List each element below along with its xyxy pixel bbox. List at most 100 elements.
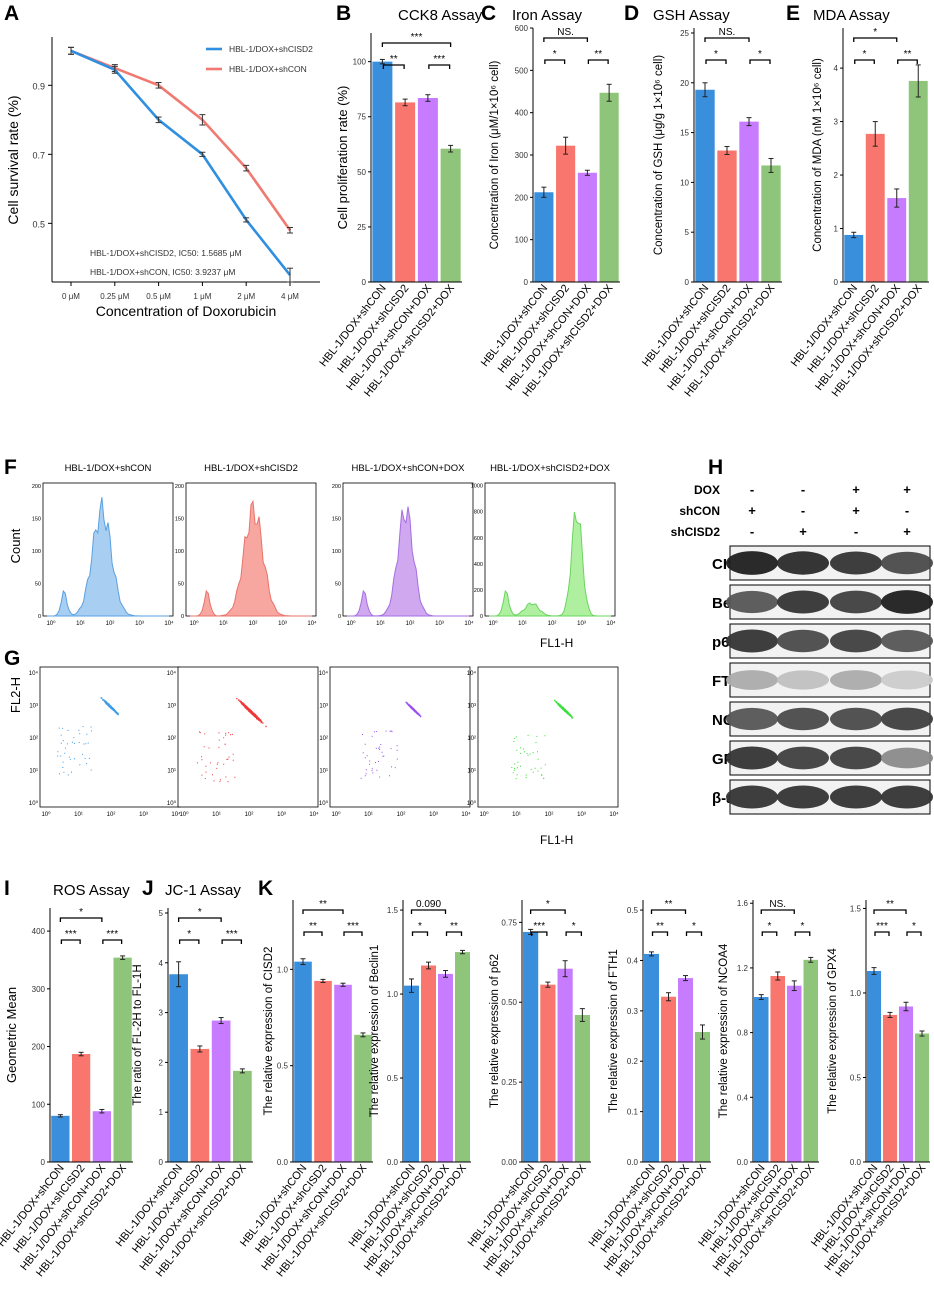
significance-bracket xyxy=(749,59,771,64)
y-tick-label: 50 xyxy=(335,582,341,588)
y-tick-label: 150 xyxy=(32,517,41,523)
x-tick-label: 10⁰ xyxy=(179,811,189,818)
bar xyxy=(71,1054,91,1162)
bar xyxy=(51,1115,70,1162)
x-tick-label: 10⁴ xyxy=(309,811,319,818)
y-tick-label: 50 xyxy=(357,168,366,177)
significance-label: 0.090 xyxy=(416,899,441,910)
bar xyxy=(113,957,132,1162)
x-tick-label: 10⁴ xyxy=(307,620,317,627)
significance-bracket xyxy=(705,59,727,64)
y-tick-label: 10⁰ xyxy=(29,800,39,807)
y-tick-label: 20 xyxy=(680,79,689,88)
significance-bracket xyxy=(543,37,589,42)
x-tick-label: 10³ xyxy=(429,812,438,818)
significance-label: ** xyxy=(450,921,458,932)
bar xyxy=(417,98,438,282)
significance-bracket xyxy=(177,917,222,922)
y-tick-label: 300 xyxy=(515,151,529,160)
protein-band xyxy=(881,629,933,653)
histogram-area xyxy=(347,506,469,617)
x-tick-label: 4 μM xyxy=(281,292,299,301)
protein-band xyxy=(726,707,778,731)
y-tick-label: 2 xyxy=(834,171,839,180)
significance-label: * xyxy=(863,49,867,60)
y-tick-label: 10³ xyxy=(167,704,176,710)
significance-bracket xyxy=(529,909,566,914)
y-tick-label: 0.7 xyxy=(32,150,45,160)
significance-label: ** xyxy=(665,899,673,910)
y-tick-label: 400 xyxy=(474,562,483,568)
y-tick-label: 200 xyxy=(32,484,41,490)
bar xyxy=(882,1014,898,1162)
panel-label-a: A xyxy=(4,2,19,25)
legend-label: HBL-1/DOX+shCISD2 xyxy=(229,44,313,54)
protein-band xyxy=(777,670,829,690)
y-tick-label: 100 xyxy=(175,549,184,555)
bar xyxy=(372,61,393,282)
x-tick-label: 10¹ xyxy=(212,812,221,818)
y-tick-label: 10² xyxy=(167,736,176,742)
x-tick-label: 10² xyxy=(545,812,554,818)
condition-sign: - xyxy=(854,524,858,539)
histogram-area xyxy=(47,497,169,617)
y-tick-label: 0 xyxy=(159,1158,164,1167)
panel-label-k: K xyxy=(258,877,273,900)
y-tick-label: 10⁴ xyxy=(467,670,477,677)
x-tick-label: 10¹ xyxy=(518,621,527,627)
y-tick-label: 0.5 xyxy=(627,906,639,915)
x-tick-label: 10⁰ xyxy=(189,620,199,627)
y-tick-label: 75 xyxy=(357,113,366,122)
y-tick-label: 15 xyxy=(680,129,689,138)
western-blot: DOX--++shCON+-+-shCISD2-+-+CISD2Beclin1p… xyxy=(671,482,933,815)
legend-label: HBL-1/DOX+shCON xyxy=(229,64,307,74)
x-tick-label: 10⁴ xyxy=(171,811,181,818)
y-tick-label: 200 xyxy=(32,1043,46,1052)
x-tick-label: 0 μM xyxy=(62,292,80,301)
significance-bracket xyxy=(853,37,898,42)
y-tick-label: 0.0 xyxy=(737,1158,749,1167)
protein-band xyxy=(881,670,933,690)
bar xyxy=(761,165,781,282)
significance-label: *** xyxy=(411,32,423,43)
x-tick-label: 10² xyxy=(106,621,115,627)
chart-title: CCK8 Assay xyxy=(398,7,483,24)
significance-bracket xyxy=(761,931,778,936)
y-tick-label: 0.00 xyxy=(501,1158,517,1167)
panel-label-e: E xyxy=(786,2,800,25)
protein-band xyxy=(830,785,882,809)
x-tick-label: 10¹ xyxy=(76,621,85,627)
bar xyxy=(574,1015,590,1162)
significance-bracket xyxy=(906,931,922,936)
significance-bracket xyxy=(221,939,243,944)
y-tick-label: 0.4 xyxy=(737,1093,749,1102)
x-tick-label: 10⁰ xyxy=(488,620,498,627)
significance-bracket xyxy=(343,931,363,936)
bar xyxy=(786,985,802,1162)
y-axis-title: The relative expression of p62 xyxy=(489,954,501,1108)
protein-band xyxy=(777,551,829,575)
x-tick-label: 10³ xyxy=(577,621,586,627)
y-tick-label: 0.3 xyxy=(627,1007,639,1016)
y-tick-label: 400 xyxy=(32,927,46,936)
significance-label: * xyxy=(692,921,696,932)
bar xyxy=(914,1033,930,1162)
y-tick-label: 0.5 xyxy=(387,1074,399,1083)
y-tick-label: 0.0 xyxy=(627,1158,639,1167)
x-tick-label: 10⁰ xyxy=(46,620,56,627)
y-tick-label: 10⁰ xyxy=(319,800,329,807)
bar xyxy=(557,968,573,1162)
bar xyxy=(314,980,332,1162)
bar xyxy=(695,1032,710,1162)
protein-band xyxy=(830,746,882,770)
flow-histograms: HBL-1/DOX+shCON 0 50 100 150 200 10⁰ 10¹ 10² 10³ 1… xyxy=(8,463,616,650)
panel-label-f: F xyxy=(4,456,17,479)
significance-label: * xyxy=(553,49,557,60)
significance-label: * xyxy=(546,899,550,910)
condition-sign: + xyxy=(799,524,807,539)
y-axis-title: Cell proliferation rate (%) xyxy=(335,86,350,230)
significance-label: *** xyxy=(226,929,238,940)
category-label: HBL-1/DOX+shCON+DOX xyxy=(18,1162,108,1273)
protein-band xyxy=(777,746,829,770)
significance-label: ** xyxy=(309,921,317,932)
